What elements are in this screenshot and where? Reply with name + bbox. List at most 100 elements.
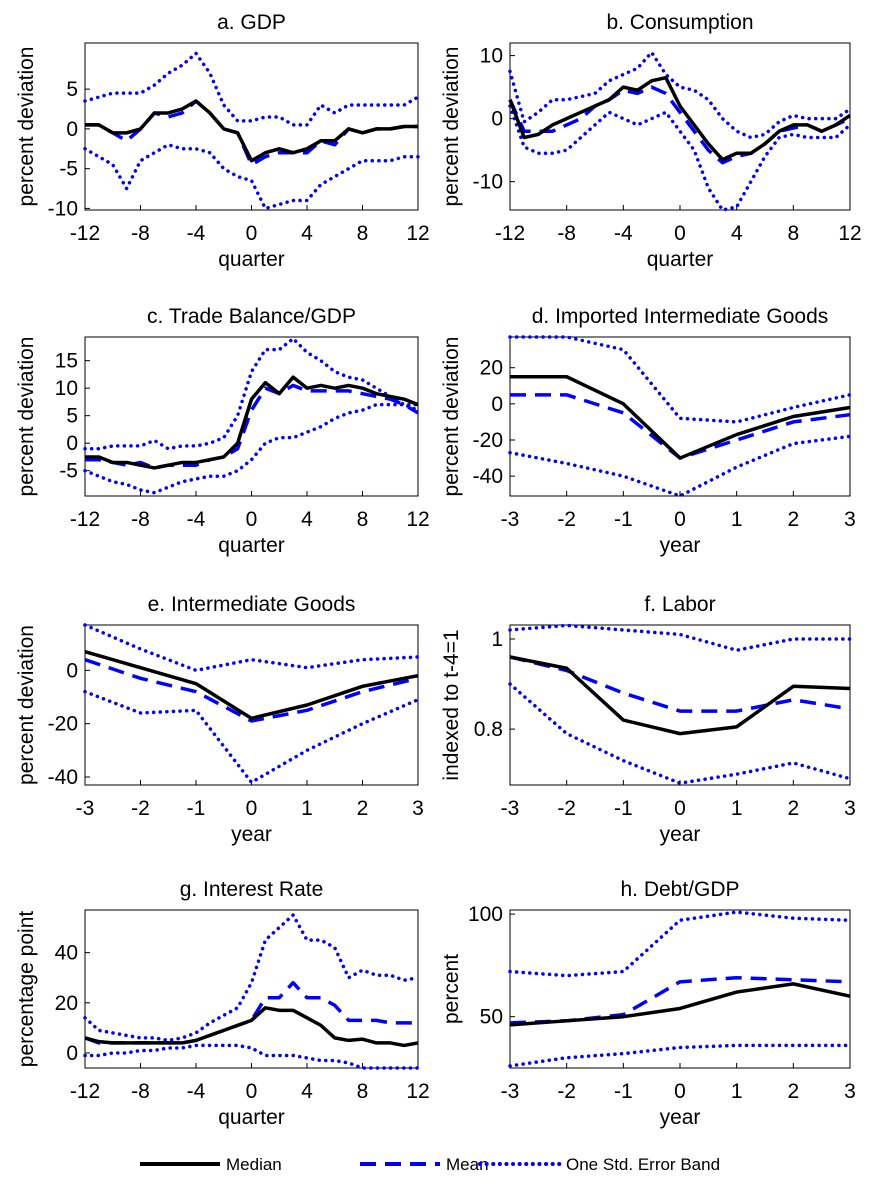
y-axis-label: percent deviation [15,47,38,207]
y-tick-label: -5 [59,460,78,483]
chart-title: g. Interest Rate [180,878,324,901]
x-tick-label: -8 [131,1080,150,1103]
median-line [84,1006,419,1048]
x-tick-label: 0 [674,508,686,531]
x-axis-label: quarter [218,534,285,557]
plot-area [509,624,851,786]
band-upper-line [83,623,420,673]
y-tick-label: 0 [66,1042,78,1065]
x-tick-label: -12 [495,222,525,245]
band-lower-line [508,682,852,785]
band-lower-line [83,143,420,211]
x-tick-label: 8 [787,222,799,245]
x-tick-label: -4 [187,1080,206,1103]
y-axis-label: percent [440,954,463,1024]
y-tick-label: -20 [48,713,78,736]
x-tick-label: 4 [731,222,743,245]
band-lower-line [83,1043,420,1070]
plot-area [84,42,419,211]
band-upper-line [508,335,852,424]
median-line [84,649,419,721]
x-tick-label: -12 [70,508,100,531]
x-tick-label: -4 [614,222,633,245]
y-tick-label: 20 [55,992,78,1015]
x-axis-label: year [660,1106,701,1129]
x-tick-label: 0 [674,222,686,245]
y-tick-label: 20 [480,357,503,380]
x-tick-label: 12 [406,222,429,245]
x-axis-label: quarter [218,248,285,271]
chart-title: e. Intermediate Goods [148,593,356,616]
y-tick-label: -5 [59,158,78,181]
x-tick-label: -1 [187,797,206,820]
legend-label: Mean [446,1155,489,1174]
x-tick-label: -3 [501,508,520,531]
x-tick-label: 4 [301,1080,313,1103]
x-axis-label: quarter [647,248,714,271]
y-tick-label: 0 [66,118,78,141]
y-tick-label: 0 [66,432,78,455]
x-tick-label: 1 [731,797,743,820]
x-tick-label: 2 [787,508,799,531]
y-axis-label: percent deviation [15,625,38,785]
x-tick-label: 12 [406,508,429,531]
x-axis-label: year [660,823,701,846]
x-tick-label: -4 [187,222,206,245]
x-tick-label: -12 [70,222,100,245]
legend-label: Median [226,1155,282,1174]
plot-area [509,909,851,1069]
band-lower-line [508,434,852,498]
band-lower-line [83,689,420,785]
band-upper-line [83,51,420,127]
chart-title: h. Debt/GDP [620,878,739,901]
x-tick-label: -8 [557,222,576,245]
x-tick-label: 1 [731,1080,743,1103]
y-axis-label: percentage point [15,911,38,1068]
x-tick-label: 0 [674,797,686,820]
chart-title: b. Consumption [606,11,753,34]
mean-line [85,383,419,470]
x-tick-label: 4 [301,222,313,245]
median-line [508,75,851,162]
y-tick-label: 10 [480,45,503,68]
x-tick-label: -8 [131,222,150,245]
x-tick-label: -1 [614,1080,633,1103]
y-axis-label: percent deviation [440,47,463,207]
y-tick-label: 15 [55,350,78,373]
y-tick-label: 5 [66,405,78,428]
x-tick-label: -1 [614,797,633,820]
x-tick-label: -3 [501,1080,520,1103]
band-upper-line [508,623,852,652]
y-tick-label: 40 [55,942,78,965]
median-line [509,982,851,1027]
median-line [510,375,851,460]
x-tick-label: -3 [76,797,95,820]
chart-title: c. Trade Balance/GDP [147,305,356,328]
x-tick-label: -12 [70,1080,100,1103]
y-tick-label: 50 [480,1006,503,1029]
y-tick-label: 10 [55,377,78,400]
legend-label: One Std. Error Band [566,1155,720,1174]
x-tick-label: 1 [301,797,313,820]
median-line [85,375,419,470]
band-upper-line [83,913,420,1043]
median-line [509,655,851,736]
x-tick-label: -2 [557,797,576,820]
x-tick-label: 12 [406,1080,429,1103]
mean-line [508,85,851,165]
y-tick-label: -40 [473,465,503,488]
x-axis-label: quarter [218,1106,285,1129]
y-tick-label: 1 [491,628,503,651]
x-tick-label: -3 [501,797,520,820]
x-tick-label: 3 [844,797,856,820]
median-line [85,99,418,163]
x-tick-label: -8 [131,508,150,531]
y-tick-label: -20 [473,429,503,452]
x-tick-label: -2 [131,797,150,820]
y-tick-label: 0 [491,108,503,131]
band-lower-line [508,104,852,212]
x-tick-label: 4 [301,508,313,531]
plot-area [84,624,419,786]
mean-line [84,658,419,723]
